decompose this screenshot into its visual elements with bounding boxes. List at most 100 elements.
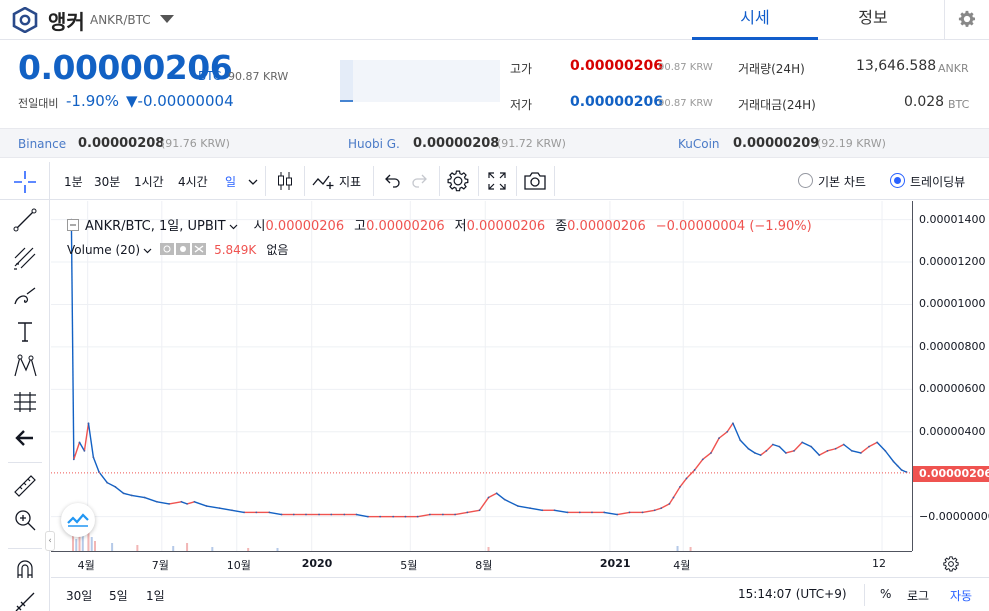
coin-pair: ANKR/BTC [90,13,151,27]
pattern-tool-icon[interactable] [11,352,39,380]
price-segment [726,422,734,433]
tradingview-label[interactable]: 트레이딩뷰 [910,175,966,189]
crosshair-tool[interactable] [0,162,50,200]
collapse-legend-icon[interactable] [67,219,79,231]
lock-drawings-icon[interactable] [11,588,39,611]
time-axis[interactable]: 4월 7월 10월 2020 5월 8월 2021 4월 12 [51,551,912,577]
interval-1m[interactable]: 1분 [64,175,83,189]
indicators-icon[interactable] [312,172,336,190]
volume-extra: 없음 [266,243,289,257]
price-segment [604,511,618,516]
price-point [255,511,258,514]
price-point [193,500,196,503]
price-segment [654,507,662,511]
price-point [441,513,444,516]
volume-name[interactable]: Volume (20) [67,243,141,257]
collapse-drawbar-handle[interactable]: ‹ [45,531,55,551]
price-tick-label: 0.00000400 [919,424,986,438]
range-1d[interactable]: 1일 [146,589,165,603]
toolbar-divider [554,166,555,196]
current-price: 0.00000206 [18,48,233,87]
drawbar-divider [8,462,42,463]
price-tick-label: 0.00001200 [919,255,986,269]
price-segment [356,513,369,518]
prediction-tool-icon[interactable] [11,388,39,416]
legend-change: −0.00000004 (−1.90%) [655,219,812,234]
basic-chart-label[interactable]: 기본 차트 [818,175,866,189]
brush-icon[interactable] [11,282,39,310]
price-point [876,441,879,444]
settings-button[interactable] [944,0,989,40]
tab-info[interactable]: 정보 [858,8,888,27]
coin-dropdown-caret-icon[interactable] [160,15,174,23]
fullscreen-icon[interactable] [487,171,507,191]
price-point [578,511,581,514]
camera-icon[interactable] [523,171,547,191]
text-tool-icon[interactable] [11,318,39,346]
basic-chart-radio[interactable] [798,173,813,188]
exchange-name[interactable]: Binance [18,137,67,151]
time-tick-label: 2021 [599,557,631,570]
chart-bottom-bar: 30일 5일 1일 15:14:07 (UTC+9) % 로그 자동 [51,577,989,611]
interval-30m[interactable]: 30분 [94,175,121,189]
price-segment [793,441,803,452]
interval-1h[interactable]: 1시간 [134,175,164,189]
legend-symbol[interactable]: ANKR/BTC, 1일, UPBIT [85,219,226,234]
amount-unit: BTC [948,98,970,111]
trend-line-icon[interactable] [11,206,39,234]
tradingview-logo[interactable] [61,503,95,537]
tradingview-radio[interactable] [890,173,905,188]
price-point [653,509,656,512]
chevron-down-icon[interactable] [229,223,238,230]
price-segment [87,423,95,458]
undo-icon[interactable] [384,173,402,189]
price-point [591,511,593,514]
price-tick-label: 0.00001000 [919,297,986,311]
percent-toggle[interactable]: % [880,587,892,601]
auto-toggle[interactable]: 자동 [950,589,973,603]
time-tick-label: 12 [872,557,887,570]
drawbar-divider [8,548,42,549]
change-percent: -1.90% [66,92,120,110]
interval-4h[interactable]: 4시간 [178,175,208,189]
volume-bar [78,529,81,551]
arrow-left-icon[interactable] [11,424,39,452]
high-value: 0.00000206 [570,58,663,74]
exchange-name[interactable]: KuCoin [678,137,720,151]
indicators-button[interactable]: 지표 [339,175,362,189]
tab-quote[interactable]: 시세 [692,0,818,40]
high-krw: 90.87 KRW [658,62,713,73]
volume-settings-icons[interactable] [160,243,208,255]
price-point [143,496,146,499]
log-toggle[interactable]: 로그 [907,589,930,603]
amount-value: 0.028 [904,94,945,110]
price-segment [748,448,756,454]
zoom-in-icon[interactable] [11,506,39,534]
fib-lines-icon[interactable] [11,244,39,272]
price-point [693,469,696,471]
price-chart[interactable]: ANKR/BTC, 1일, UPBIT 시0.00000206 고0.0000020… [45,201,913,551]
chevron-down-icon[interactable] [248,178,258,186]
chart-settings-icon[interactable] [447,170,469,192]
volume-bar [71,523,74,551]
volume-bar [172,546,175,551]
exchange-name[interactable]: Huobi G. [348,137,400,151]
price-axis[interactable]: 0.00001400 0.00001200 0.00001000 0.00000800… [912,201,989,551]
price-segment [478,497,490,511]
price-segment [660,503,670,509]
price-segment [517,505,531,509]
range-30d[interactable]: 30일 [66,589,93,603]
price-segment [78,442,86,452]
chevron-down-icon[interactable] [143,247,152,254]
redo-icon[interactable] [410,173,428,189]
price-point [603,511,606,514]
candles-icon[interactable] [275,170,295,192]
price-segment [835,443,845,450]
price-point [87,422,90,425]
axis-settings-icon[interactable] [943,556,959,572]
magnet-icon[interactable] [11,556,39,584]
range-5d[interactable]: 5일 [109,589,128,603]
clock-timezone[interactable]: 15:14:07 (UTC+9) [738,587,847,601]
ruler-icon[interactable] [11,472,39,500]
interval-1d[interactable]: 일 [225,175,237,189]
